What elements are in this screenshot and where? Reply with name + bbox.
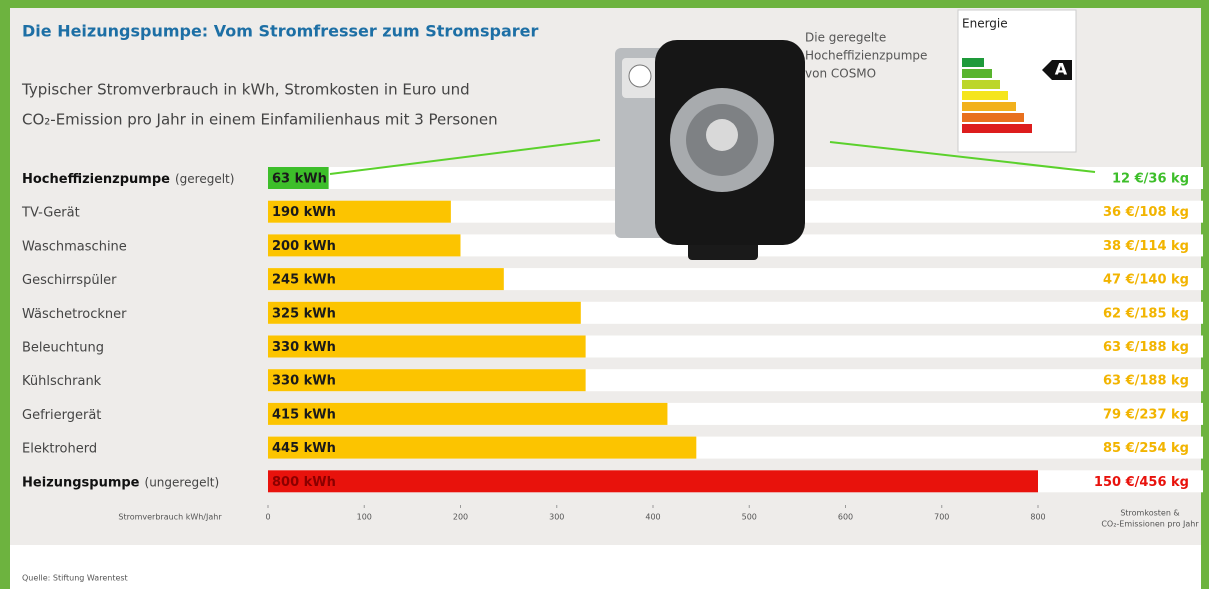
- x-tick-label: 0: [265, 513, 270, 522]
- category-name: TV-Gerät: [21, 205, 80, 220]
- category-name: Kühlschrank: [22, 374, 102, 389]
- category-name: Geschirrspüler: [22, 273, 117, 288]
- category-label: Hocheffizienzpumpe (geregelt): [22, 172, 234, 187]
- right-axis-label: CO₂-Emissionen pro Jahr: [1101, 520, 1199, 529]
- x-tick-label: 500: [742, 513, 757, 522]
- cost-label: 47 €/140 kg: [1103, 273, 1189, 288]
- annotation: von COSMO: [805, 67, 876, 81]
- category-label: Elektroherd: [22, 441, 97, 456]
- category-label: Waschmaschine: [22, 239, 127, 254]
- cost-label: 38 €/114 kg: [1103, 239, 1189, 254]
- energy-label: [958, 10, 1076, 152]
- category-label: Kühlschrank: [22, 374, 102, 389]
- cost-label: 85 €/254 kg: [1103, 441, 1189, 456]
- x-axis-label: Stromverbrauch kWh/Jahr: [118, 513, 222, 522]
- x-tick-label: 800: [1030, 513, 1045, 522]
- cost-label: 63 €/188 kg: [1103, 374, 1189, 389]
- cost-label: 36 €/108 kg: [1103, 205, 1189, 220]
- category-name: Gefriergerät: [22, 407, 101, 422]
- value-label: 190 kWh: [272, 205, 336, 220]
- cost-label: 63 €/188 kg: [1103, 340, 1189, 355]
- category-label: Heizungspumpe (ungeregelt): [22, 475, 219, 490]
- category-label: Beleuchtung: [22, 340, 104, 355]
- category-name: Beleuchtung: [22, 340, 104, 355]
- value-label: 245 kWh: [272, 273, 336, 288]
- category-name: Elektroherd: [22, 441, 97, 456]
- value-label: 330 kWh: [272, 374, 336, 389]
- category-name: Wäschetrockner: [22, 306, 127, 321]
- value-label: 800 kWh: [272, 475, 336, 490]
- chart-title: Die Heizungspumpe: Vom Stromfresser zum …: [22, 22, 538, 41]
- category-note: (ungeregelt): [145, 475, 220, 489]
- energy-label-title: Energie: [962, 17, 1008, 31]
- x-tick-label: 700: [934, 513, 949, 522]
- cost-label: 150 €/456 kg: [1094, 475, 1189, 490]
- value-label: 200 kWh: [272, 239, 336, 254]
- value-label: 63 kWh: [272, 172, 327, 187]
- pump-image: [615, 40, 805, 260]
- right-axis-label: Stromkosten &: [1120, 509, 1179, 518]
- category-name: Hocheffizienzpumpe: [22, 172, 170, 187]
- x-tick-label: 300: [549, 513, 564, 522]
- value-label: 415 kWh: [272, 407, 336, 422]
- category-label: Geschirrspüler: [22, 273, 117, 288]
- chart: 63 kWh Hocheffizienzpumpe (geregelt) 12 €/3…: [0, 0, 1209, 589]
- subtitle: Typischer Stromverbrauch in kWh, Stromko…: [21, 81, 470, 99]
- subtitle: CO₂-Emission pro Jahr in einem Einfamili…: [22, 111, 498, 129]
- category-label: TV-Gerät: [21, 205, 80, 220]
- bar: [268, 470, 1038, 492]
- x-tick-label: 200: [453, 513, 468, 522]
- x-tick-label: 100: [357, 513, 372, 522]
- annotation: Die geregelte: [805, 31, 886, 45]
- footer-background: [10, 545, 1201, 589]
- category-label: Gefriergerät: [22, 407, 101, 422]
- value-label: 325 kWh: [272, 306, 336, 321]
- value-label: 445 kWh: [272, 441, 336, 456]
- annotation: Hocheffizienzpumpe: [805, 49, 927, 63]
- cost-label: 62 €/185 kg: [1103, 306, 1189, 321]
- energy-class: A: [1055, 60, 1068, 79]
- x-tick-label: 400: [645, 513, 660, 522]
- category-note: (geregelt): [175, 172, 234, 186]
- category-name: Waschmaschine: [22, 239, 127, 254]
- cost-label: 12 €/36 kg: [1112, 172, 1189, 187]
- value-label: 330 kWh: [272, 340, 336, 355]
- x-tick-label: 600: [838, 513, 853, 522]
- category-label: Wäschetrockner: [22, 306, 127, 321]
- category-name: Heizungspumpe: [22, 475, 140, 490]
- source: Quelle: Stiftung Warentest: [22, 574, 128, 583]
- cost-label: 79 €/237 kg: [1103, 407, 1189, 422]
